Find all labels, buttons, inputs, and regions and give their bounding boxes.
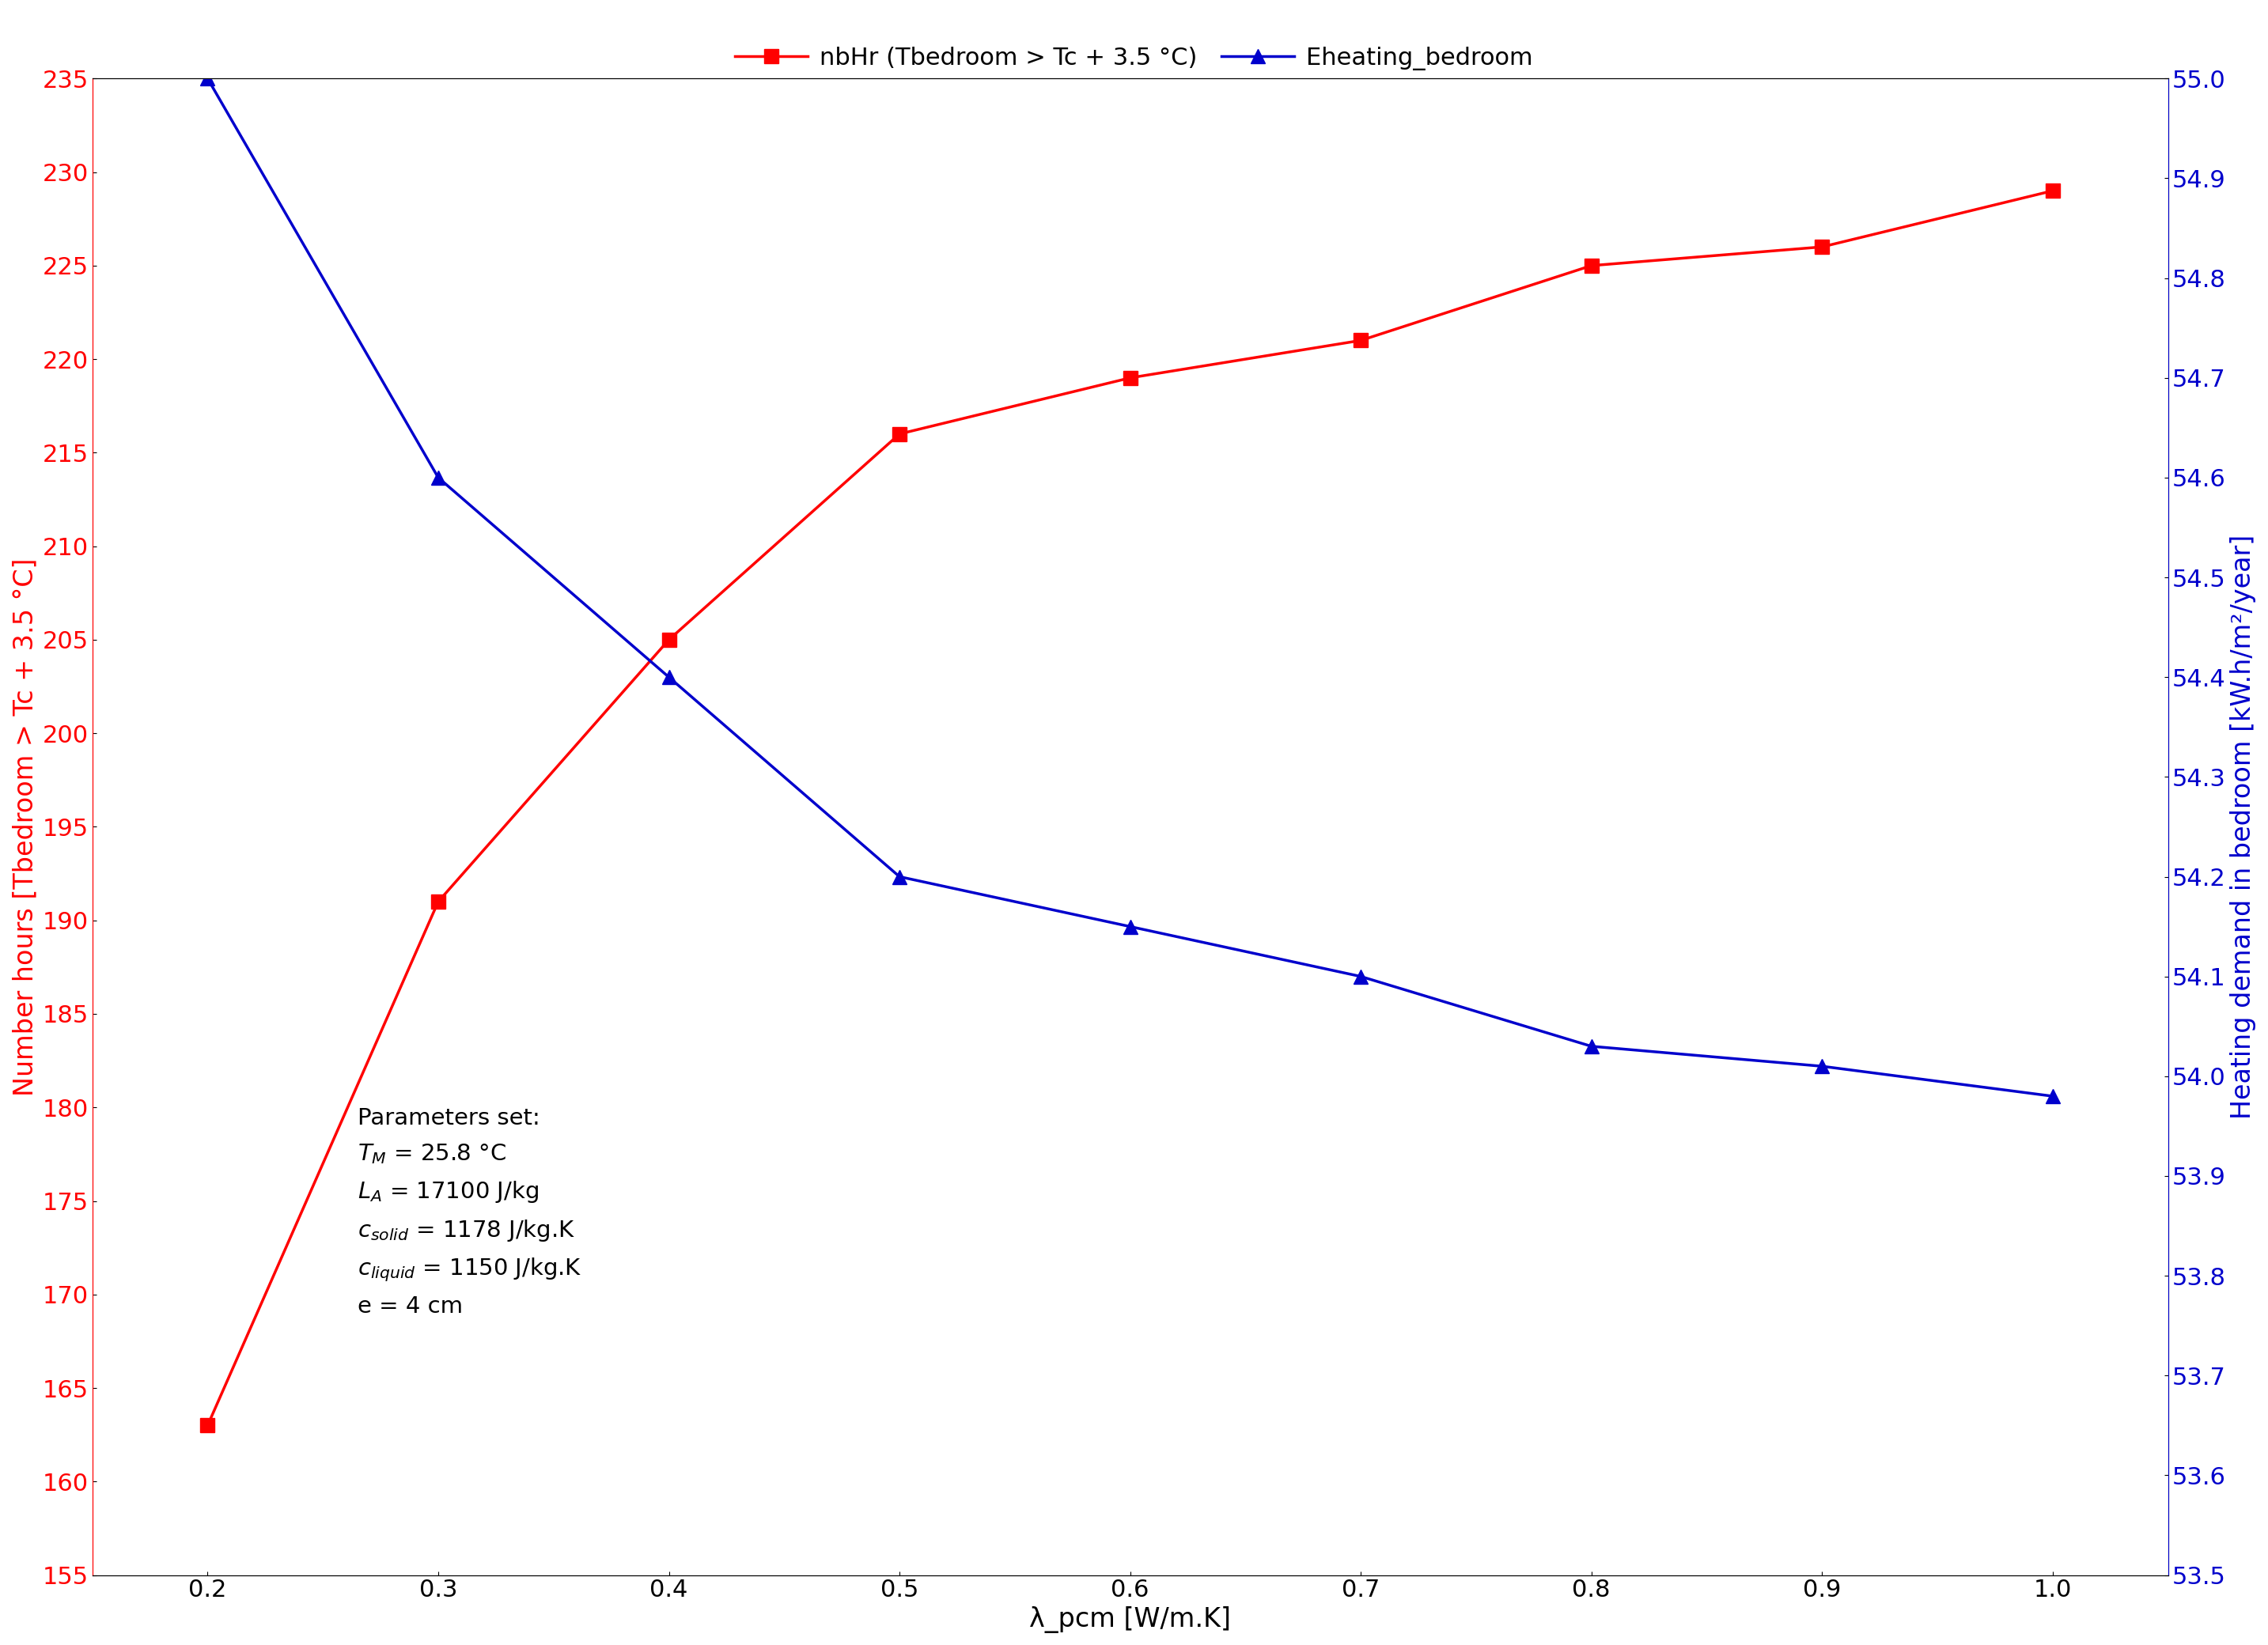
nbHr (Tbedroom > Tc + 3.5 °C) (655, 630, 683, 650)
Eheating_bedroom (2039, 1086, 2066, 1105)
nbHr (Tbedroom > Tc + 3.5 °C) (424, 892, 451, 911)
Text: Parameters set:
$T_M$ = 25.8 °C
$L_A$ = 17100 J/kg
$c_{solid}$ = 1178 J/kg.K
$c_: Parameters set: $T_M$ = 25.8 °C $L_A$ = … (358, 1107, 583, 1318)
Legend: nbHr (Tbedroom > Tc + 3.5 °C), Eheating_bedroom: nbHr (Tbedroom > Tc + 3.5 °C), Eheating_… (726, 36, 1542, 81)
Eheating_bedroom (1347, 967, 1374, 987)
nbHr (Tbedroom > Tc + 3.5 °C) (887, 424, 914, 444)
Eheating_bedroom (424, 467, 451, 487)
Y-axis label: Number hours [Tbedroom > Tc + 3.5 °C]: Number hours [Tbedroom > Tc + 3.5 °C] (11, 558, 39, 1096)
nbHr (Tbedroom > Tc + 3.5 °C) (2039, 181, 2066, 201)
X-axis label: λ_pcm [W/m.K]: λ_pcm [W/m.K] (1030, 1606, 1232, 1633)
Line: Eheating_bedroom: Eheating_bedroom (200, 71, 2059, 1104)
Eheating_bedroom (655, 668, 683, 688)
nbHr (Tbedroom > Tc + 3.5 °C) (1347, 331, 1374, 350)
Line: nbHr (Tbedroom > Tc + 3.5 °C): nbHr (Tbedroom > Tc + 3.5 °C) (200, 184, 2059, 1433)
Eheating_bedroom (887, 867, 914, 887)
Eheating_bedroom (195, 69, 222, 89)
Eheating_bedroom (1579, 1036, 1606, 1056)
Eheating_bedroom (1116, 916, 1143, 936)
nbHr (Tbedroom > Tc + 3.5 °C) (1808, 237, 1835, 257)
nbHr (Tbedroom > Tc + 3.5 °C) (195, 1416, 222, 1436)
nbHr (Tbedroom > Tc + 3.5 °C) (1579, 255, 1606, 275)
nbHr (Tbedroom > Tc + 3.5 °C) (1116, 368, 1143, 388)
Eheating_bedroom (1808, 1056, 1835, 1076)
Y-axis label: Heating demand in bedroom [kW.h/m²/year]: Heating demand in bedroom [kW.h/m²/year] (2229, 535, 2257, 1119)
